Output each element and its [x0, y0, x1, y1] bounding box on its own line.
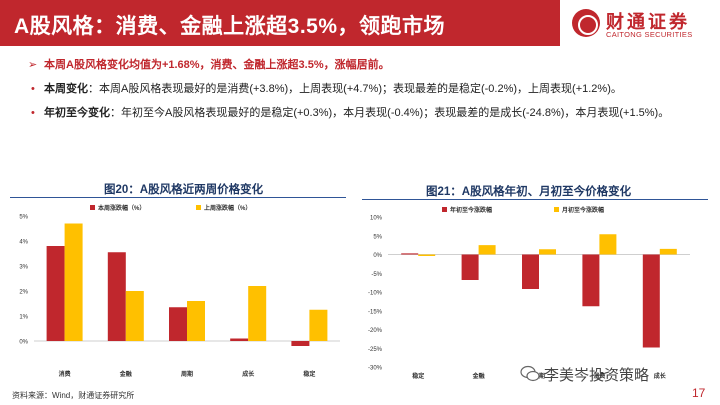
chart20-underline [10, 197, 346, 198]
chart21-caption: 图21：A股风格年初、月初至今价格变化 [426, 186, 632, 198]
chart20-bar-series2 [248, 286, 267, 341]
chart20-legend-swatch [196, 205, 201, 210]
chart21-legend-label: 月初至今涨跌幅 [561, 206, 604, 214]
chart20-legend-label: 本周涨跌幅（%） [98, 204, 145, 212]
source-note: 资料来源：Wind，财通证券研究所 [12, 391, 135, 400]
chart21-legend-swatch [554, 207, 559, 212]
chart21-category-label: 金融 [472, 372, 485, 380]
chart21-bar-series2 [539, 249, 556, 255]
wechat-icon [520, 365, 540, 382]
chart21-category-label: 消费 [593, 372, 605, 380]
chart20-ytick-label: 0% [19, 340, 28, 346]
chart20-category-label: 金融 [119, 370, 132, 378]
logo-name-cn: 财通证券 [606, 12, 690, 32]
chart21-ytick-label: -5% [371, 272, 382, 278]
chart21-bar-series1 [582, 254, 600, 307]
chart21-ytick-label: -15% [368, 309, 383, 315]
watermark: 李美岑投资策略 [520, 364, 649, 384]
bullet-dot-icon: • [31, 107, 35, 119]
chart20-ytick-label: 5% [19, 215, 28, 221]
chart21-ytick-label: -25% [368, 347, 383, 353]
chart20-category-label: 周期 [181, 370, 193, 378]
chart20-legend-label: 上周涨跌幅（%） [204, 204, 251, 212]
chart20-ytick-label: 2% [19, 290, 28, 296]
chart20-category-label: 稳定 [303, 370, 315, 378]
chart20-category-label: 成长 [242, 370, 255, 378]
chart21-category-label: 稳定 [412, 372, 424, 380]
chart20-bar-series1 [169, 307, 187, 341]
bullet-week: • 本周变化：本周A股风格表现最好的是消费(+3.8%)，上周表现(+4.7%)… [28, 82, 708, 106]
title-bar: A股风格：消费、金融上涨超3.5%，领跑市场 [0, 0, 560, 46]
chart21-ytick-label: -20% [368, 328, 383, 334]
chart20-bar-series2 [64, 223, 83, 341]
bullet-week-body: ：本周A股风格表现最好的是消费(+3.8%)，上周表现(+4.7%)；表现最差的… [88, 83, 622, 95]
chart20-caption: 图20：A股风格近两周价格变化 [104, 184, 264, 196]
chart20-legend-swatch [90, 205, 95, 210]
watermark-text: 李美岑投资策略 [544, 367, 650, 384]
chart20-plot: 0% 1% 2% 3% 4% 5% 消费 金融 周期 成长 稳定 本周涨跌幅（%） 上周涨跌幅（%） [19, 204, 340, 378]
chart21-bar-series1 [642, 254, 660, 348]
company-logo: 财通证券 CAITONG SECURITIES [572, 6, 712, 42]
logo-mark-icon [572, 9, 600, 37]
bullet-main: ➢ 本周A股风格变化均值为+1.68%，消费、金融上涨超3.5%，涨幅居前。 [28, 58, 708, 82]
chart21-legend-swatch [442, 207, 447, 212]
chart20-bar-series1 [107, 252, 126, 341]
chart20-ytick-label: 4% [19, 240, 28, 246]
bullet-dot-icon: • [31, 83, 35, 95]
chart20-category-label: 消费 [59, 370, 71, 378]
chart21-bar-series2 [478, 245, 496, 255]
chart21-plot: 10%5%0%-5%-10%-15%-20%-25%-30%稳定金融周期消费成长… [368, 206, 690, 380]
chart21-ytick-label: 5% [373, 234, 382, 240]
chart21-ytick-label: -10% [368, 291, 383, 297]
logo-name-en: CAITONG SECURITIES [606, 30, 693, 39]
chart21-category-label: 成长 [654, 372, 667, 380]
summary-bullets: ➢ 本周A股风格变化均值为+1.68%，消费、金融上涨超3.5%，涨幅居前。 •… [28, 58, 708, 130]
chart21-bar-series1 [401, 253, 419, 255]
chart20-bar-series1 [291, 341, 310, 346]
chart21-underline [362, 199, 708, 200]
chart21-bar-series2 [599, 234, 617, 255]
chart21-ytick-label: 0% [373, 253, 382, 259]
chart21-bar-series1 [522, 254, 539, 289]
chart21-ytick-label: -30% [368, 366, 383, 372]
chart20-ytick-label: 3% [19, 265, 28, 271]
page-number: 17 [692, 386, 706, 400]
chart21-bar-series2 [659, 248, 677, 255]
arrow-right-icon: ➢ [28, 59, 38, 71]
bullet-main-text: 本周A股风格变化均值为+1.68%，消费、金融上涨超3.5%，涨幅居前。 [44, 59, 390, 71]
chart20-bar-series2 [125, 291, 144, 341]
chart20-bar-series2 [187, 301, 205, 341]
chart21-bar-series1 [461, 254, 479, 280]
page-title: A股风格：消费、金融上涨超3.5%，领跑市场 [14, 15, 446, 38]
chart21-legend-label: 年初至今涨跌幅 [450, 206, 492, 214]
chart20-bar-series1 [230, 338, 249, 341]
chart20-bar-series1 [46, 246, 65, 341]
bullet-ytd-body: ：年初至今A股风格表现最好的是稳定(+0.3%)，本月表现(-0.4%)；表现最… [110, 107, 670, 119]
chart20-ytick-label: 1% [19, 315, 28, 321]
bullet-ytd-head: 年初至今变化 [44, 107, 110, 119]
bullet-week-head: 本周变化 [44, 83, 88, 95]
chart21-ytick-label: 10% [370, 216, 383, 222]
bullet-ytd: • 年初至今变化：年初至今A股风格表现最好的是稳定(+0.3%)，本月表现(-0… [28, 106, 708, 130]
chart21-bar-series2 [418, 254, 436, 256]
chart20-bar-series2 [309, 309, 328, 341]
